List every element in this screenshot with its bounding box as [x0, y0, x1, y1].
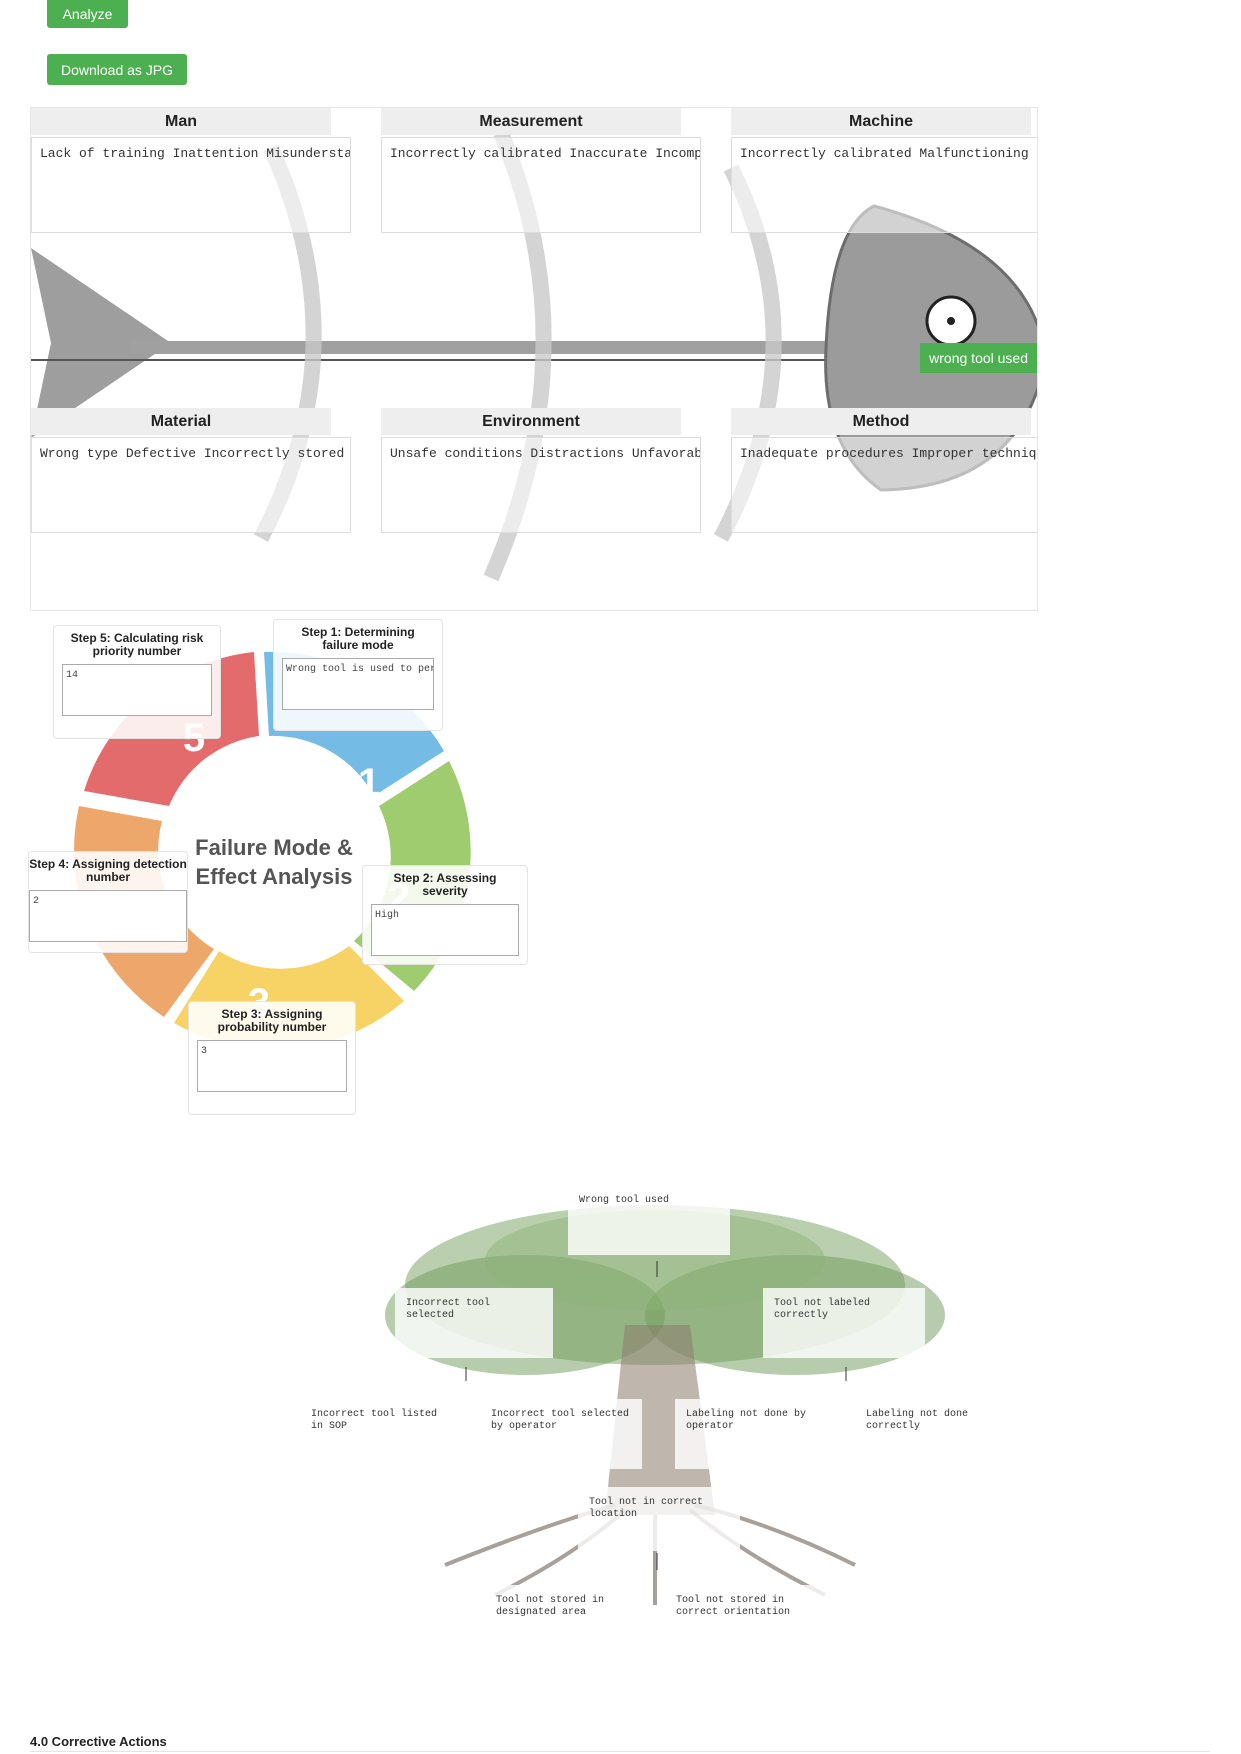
tree-level1-node[interactable]: Tool not labeled correctly — [763, 1288, 925, 1358]
segment-number: 1 — [358, 761, 380, 805]
effect-label[interactable]: wrong tool used — [920, 343, 1037, 373]
download-jpg-button[interactable]: Download as JPG — [47, 54, 187, 85]
failure-mode-input[interactable]: Wrong tool is used to perfo — [282, 658, 434, 710]
category-material: Material Wrong type Defective Incorrectl… — [31, 408, 351, 533]
category-title: Machine — [731, 108, 1031, 135]
fmea-wheel: 1 2 3 4 5 Failure Mode & Effect Analysis… — [28, 615, 550, 1115]
category-title: Method — [731, 408, 1031, 435]
category-causes-input[interactable]: Incorrectly calibrated Malfunctioning Da — [731, 137, 1037, 233]
category-measurement: Measurement Incorrectly calibrated Inacc… — [381, 108, 701, 233]
category-causes-input[interactable]: Lack of training Inattention Misundersta… — [31, 137, 351, 233]
category-causes-input[interactable]: Unsafe conditions Distractions Unfavorab… — [381, 437, 701, 533]
tree-level2-node[interactable]: Labeling not done by operator — [675, 1399, 837, 1469]
step-1-card: Step 1: Determining failure mode Wrong t… — [273, 619, 443, 731]
tree-level4-node[interactable]: Tool not stored in correct orientation — [665, 1585, 831, 1655]
category-title: Man — [31, 108, 331, 135]
category-environment: Environment Unsafe conditions Distractio… — [381, 408, 701, 533]
step-title: Step 1: Determining failure mode — [301, 625, 415, 652]
wheel-center-title: Effect Analysis — [196, 864, 353, 889]
section-divider — [30, 1751, 1210, 1752]
category-title: Measurement — [381, 108, 681, 135]
fmea-wheel-graphic: 1 2 3 4 5 Failure Mode & Effect Analysis — [74, 651, 471, 1050]
step-title: Step 4: Assigning detection number — [29, 857, 187, 884]
tree-level2-node[interactable]: Labeling not done correctly — [855, 1399, 1017, 1469]
category-machine: Machine Incorrectly calibrated Malfuncti… — [731, 108, 1037, 233]
step-5-card: Step 5: Calculating risk priority number… — [53, 625, 221, 739]
category-title: Material — [31, 408, 331, 435]
section-title: 4.0 Corrective Actions — [30, 1734, 167, 1749]
step-title: Step 2: Assessing severity — [393, 871, 497, 898]
category-causes-input[interactable]: Incorrectly calibrated Inaccurate Incomp… — [381, 137, 701, 233]
category-causes-input[interactable]: Inadequate procedures Improper technique — [731, 437, 1037, 533]
tree-root-node[interactable]: Wrong tool used — [568, 1185, 730, 1255]
probability-input[interactable]: 3 — [197, 1040, 347, 1092]
root-cause-tree: Wrong tool used Incorrect tool selected … — [295, 1185, 1025, 1675]
tree-level3-node[interactable]: Tool not in correct location — [578, 1487, 740, 1551]
category-method: Method Inadequate procedures Improper te… — [731, 408, 1037, 533]
step-3-card: Step 3: Assigning probability number 3 — [188, 1001, 356, 1115]
detection-input[interactable]: 2 — [29, 890, 187, 942]
tree-level2-node[interactable]: Incorrect tool selected by operator — [480, 1399, 642, 1469]
step-2-card: Step 2: Assessing severity High — [362, 865, 528, 965]
rpn-input[interactable]: 14 — [62, 664, 212, 716]
step-4-card: Step 4: Assigning detection number 2 — [28, 851, 188, 953]
step-title: Step 3: Assigning probability number — [217, 1007, 327, 1034]
step-title: Step 5: Calculating risk priority number — [70, 631, 204, 658]
category-causes-input[interactable]: Wrong type Defective Incorrectly stored — [31, 437, 351, 533]
tree-level2-node[interactable]: Incorrect tool listed in SOP — [300, 1399, 462, 1469]
category-man: Man Lack of training Inattention Misunde… — [31, 108, 351, 233]
tree-level4-node[interactable]: Tool not stored in designated area — [485, 1585, 651, 1655]
wheel-center-title: Failure Mode & — [195, 835, 353, 860]
severity-input[interactable]: High — [371, 904, 519, 956]
tree-level1-node[interactable]: Incorrect tool selected — [395, 1288, 553, 1358]
analyze-button[interactable]: Analyze — [47, 0, 128, 28]
fishbone-diagram: Man Lack of training Inattention Misunde… — [30, 107, 1038, 611]
category-title: Environment — [381, 408, 681, 435]
